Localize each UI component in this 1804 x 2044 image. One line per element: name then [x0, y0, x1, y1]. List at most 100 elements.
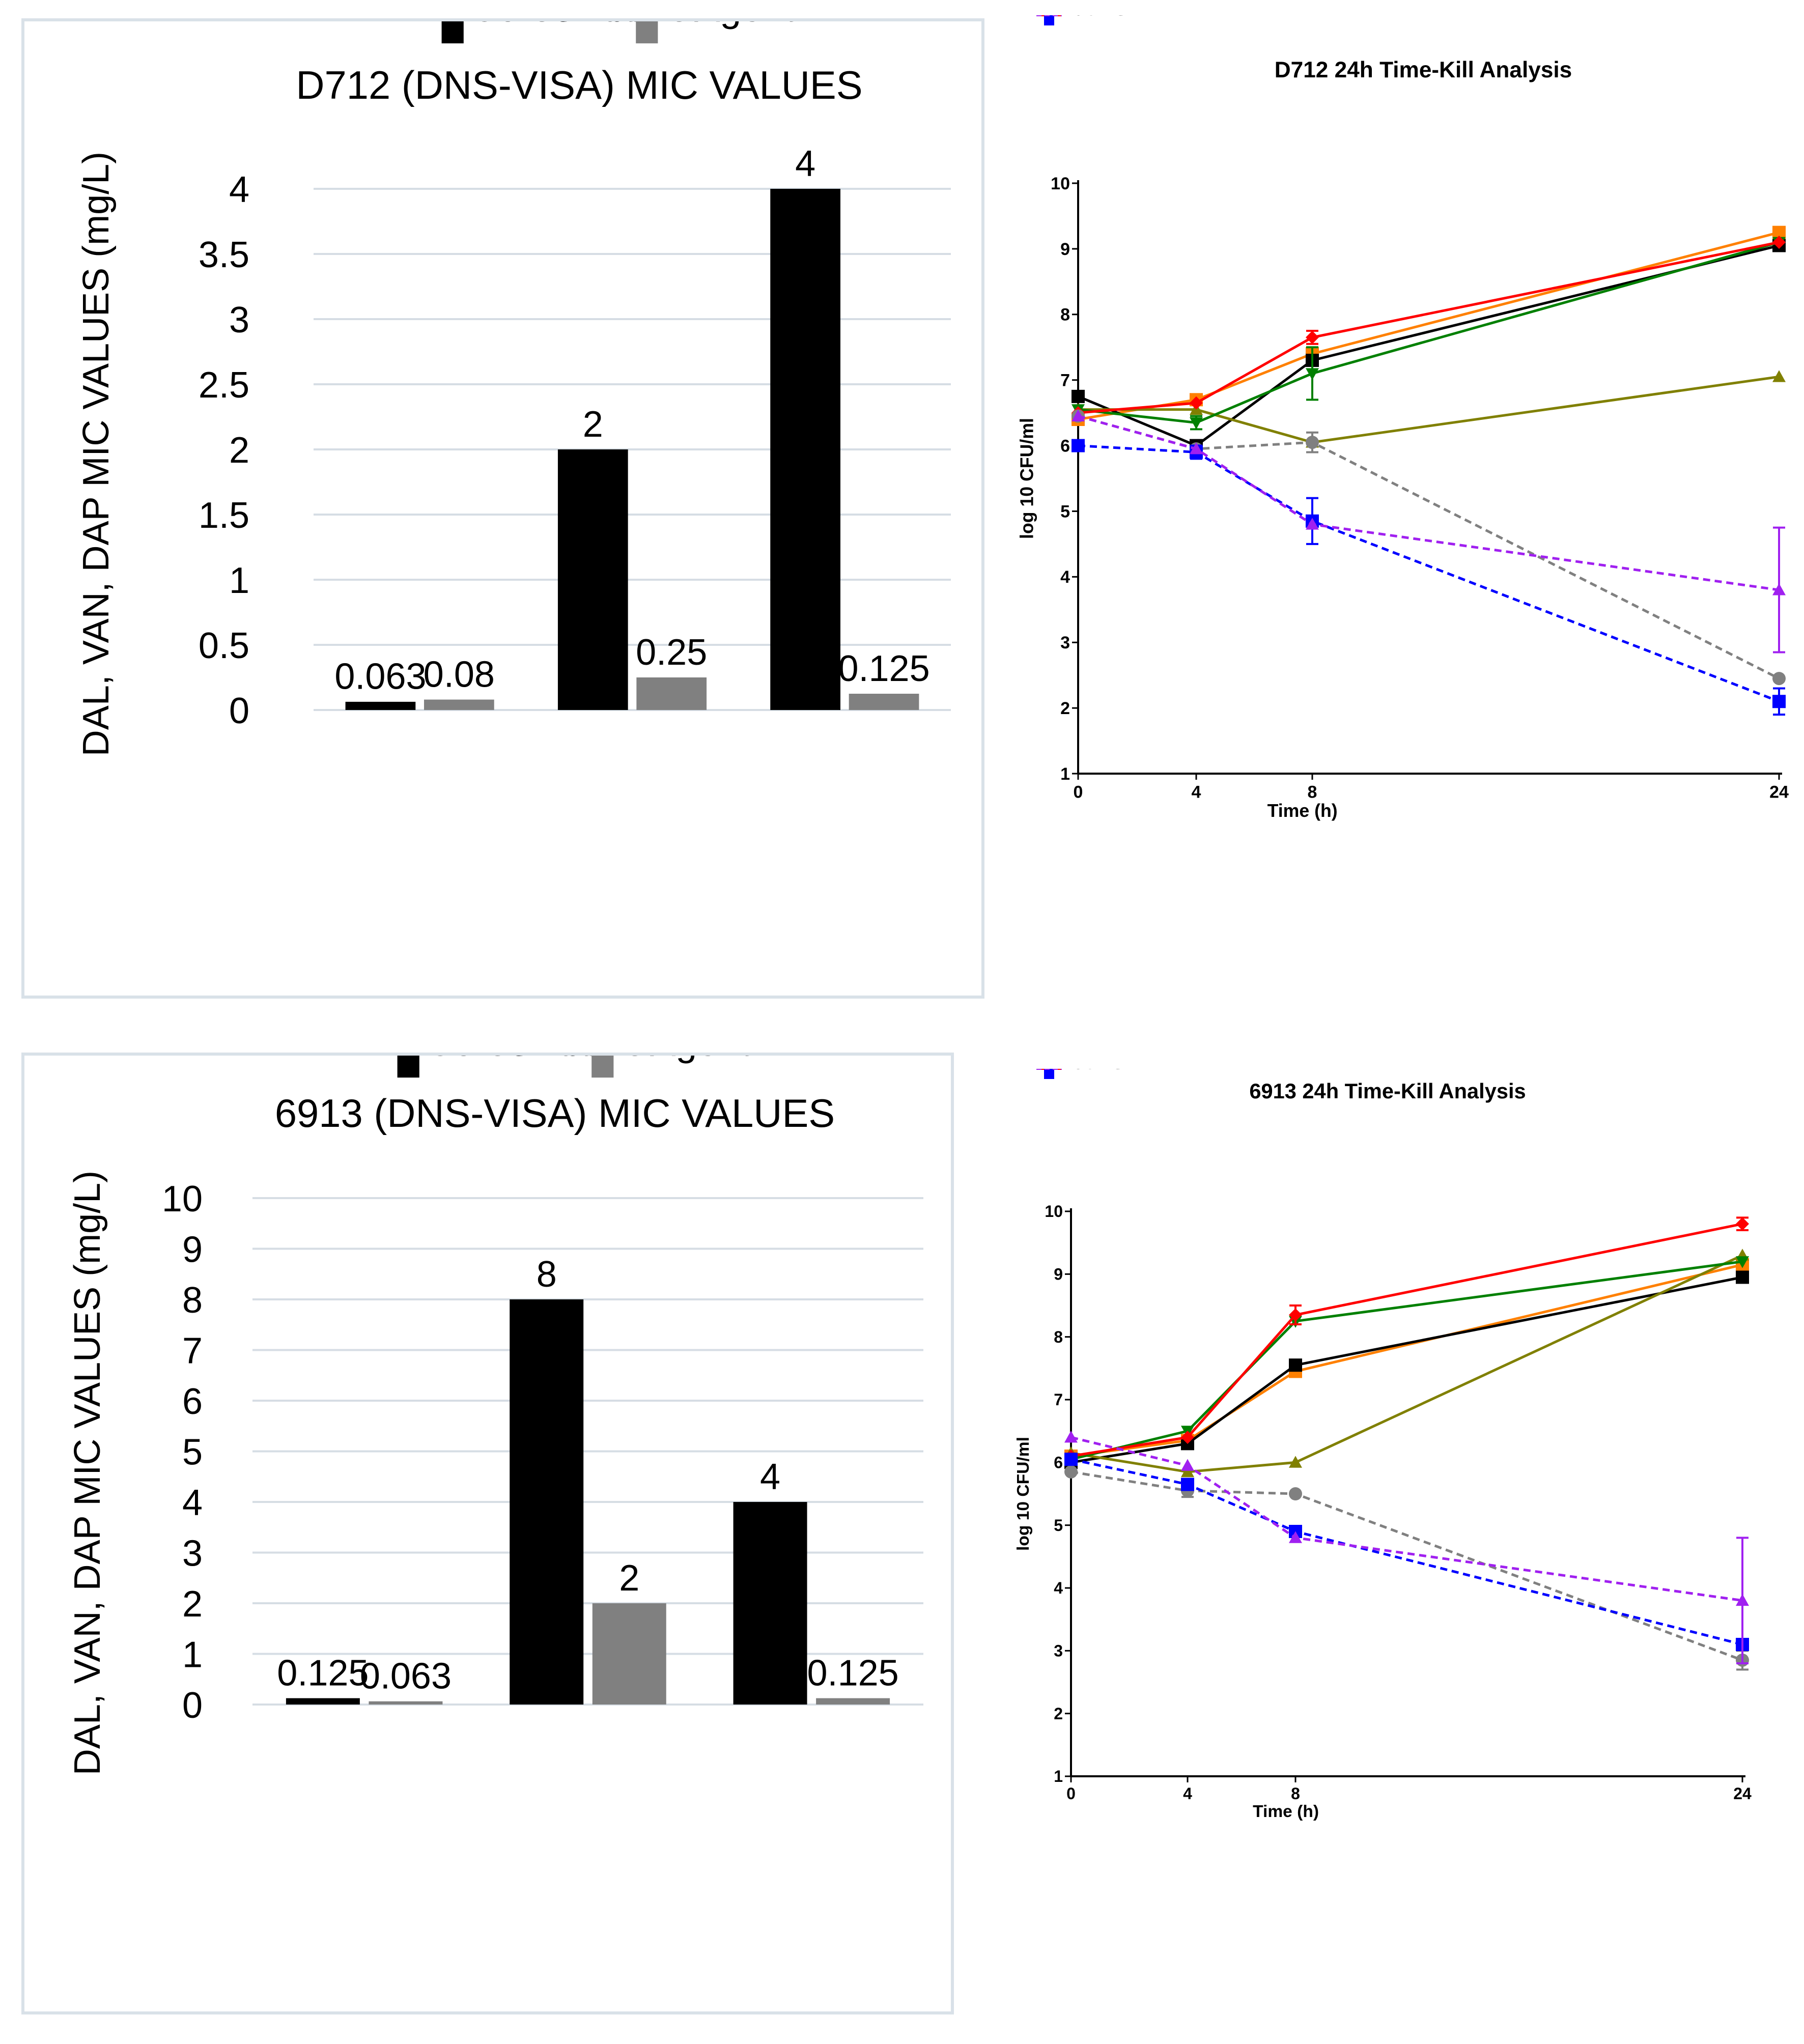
bar — [369, 1701, 443, 1705]
x-tick-label: 0 — [1066, 1784, 1076, 1803]
data-point — [1190, 442, 1203, 455]
data-label: 0.125 — [277, 1653, 369, 1693]
timekill-chart-6913: 6913 24h Time-Kill Analysis 1 2 3 4 5 6 7 8 9 10 0 4… — [1014, 1055, 1752, 1821]
y-tick-label: 7 — [1060, 371, 1070, 390]
bar — [770, 189, 840, 710]
y-tick-label: 10 — [1045, 1202, 1063, 1220]
y-axis-label: DAL, VAN, DAP MIC VALUES (mg/L) — [67, 1171, 108, 1775]
data-point — [1736, 1217, 1749, 1231]
y-tick-label: 6 — [182, 1381, 203, 1422]
bar — [286, 1698, 360, 1705]
y-tick-label: 5 — [182, 1432, 203, 1472]
series-line — [1070, 1223, 1743, 1458]
y-tick-label: 7 — [1054, 1390, 1063, 1409]
bar — [849, 694, 919, 710]
y-tick-label: 2 — [229, 430, 249, 471]
y-tick-label: 2 — [1054, 1705, 1063, 1723]
timekill-chart-6913-panel: 6913 24h Time-Kill Analysis 1 2 3 4 5 6 7 8 9 10 0 4… — [996, 1055, 1804, 2041]
y-tick-label: 2.5 — [199, 365, 249, 406]
bar — [345, 701, 416, 710]
data-point — [1181, 1459, 1194, 1471]
data-point — [1072, 409, 1085, 421]
y-tick-label: 4 — [1060, 567, 1070, 587]
y-tick-label: 0 — [182, 1685, 203, 1726]
mic-chart-6913-panel: 6913 (DNS-VISA) MIC VALUES 0 1 2 3 4 5 6 7 8 9 10 DA… — [21, 1021, 954, 2014]
y-tick-label: 0 — [229, 691, 249, 731]
series-line — [1070, 1470, 1743, 1662]
data-point — [1289, 1358, 1302, 1372]
legend-label: DAP+CFZ — [1072, 15, 1147, 19]
bar — [510, 1299, 584, 1705]
x-axis-label: Time (h) — [1253, 1802, 1319, 1821]
y-tick-label: 8 — [1054, 1328, 1063, 1346]
data-point — [1772, 370, 1786, 382]
data-point — [1289, 1308, 1302, 1322]
legend-swatch — [636, 21, 658, 44]
y-tick-label: 3 — [182, 1533, 203, 1574]
data-label: 0.25 — [636, 632, 707, 673]
y-tick-label: 6 — [1054, 1454, 1063, 1472]
bar — [816, 1698, 890, 1705]
data-point — [1306, 368, 1319, 380]
y-tick-label: 4 — [229, 169, 249, 210]
y-tick-label: 3 — [1060, 633, 1070, 652]
series-line — [1078, 375, 1780, 444]
x-tick-label: DAP — [807, 21, 882, 30]
mic-chart-6913: 6913 (DNS-VISA) MIC VALUES 0 1 2 3 4 5 6 7 8 9 10 DA… — [67, 1021, 923, 1775]
data-label: 0.125 — [838, 648, 929, 689]
data-point — [1772, 236, 1786, 249]
data-point — [1190, 396, 1203, 410]
y-tick-label: 1 — [229, 560, 249, 601]
y-tick-label: 3 — [1054, 1642, 1063, 1660]
data-point — [1306, 330, 1319, 344]
y-axis-label: log 10 CFU/ml — [1017, 418, 1037, 539]
series-line — [1070, 1458, 1743, 1646]
legend-marker — [1044, 1069, 1054, 1079]
series-line — [1078, 241, 1780, 424]
x-tick-label: 4 — [1183, 1784, 1192, 1803]
data-point — [1772, 695, 1786, 708]
data-point — [1064, 1453, 1078, 1466]
y-tick-label: 6 — [1060, 436, 1070, 456]
data-label: 0.08 — [424, 654, 495, 695]
bar — [733, 1502, 807, 1705]
y-tick-label: 4 — [182, 1483, 203, 1523]
data-point — [1306, 518, 1319, 530]
legend-marker — [1044, 15, 1054, 25]
y-tick-label: 9 — [1054, 1265, 1063, 1284]
data-label: 2 — [583, 404, 603, 445]
y-tick-label: 1 — [1054, 1767, 1063, 1785]
y-tick-label: 0.5 — [199, 626, 249, 666]
data-point — [1064, 1431, 1078, 1443]
series-line — [1078, 244, 1780, 447]
legend-label: DAP+CFZ — [1072, 1069, 1143, 1072]
x-tick-label: 24 — [1769, 783, 1789, 802]
bar — [557, 449, 628, 710]
mic-chart-d712-panel: D712 (DNS-VISA) MIC VALUES 0 0.5 1 1.5 2 2.5 3 3… — [21, 0, 984, 999]
data-point — [1181, 1465, 1194, 1478]
series-line — [1070, 1254, 1743, 1473]
data-point — [1736, 1594, 1749, 1606]
x-tick-label: 8 — [1308, 783, 1317, 802]
data-label: 4 — [760, 1457, 780, 1497]
y-tick-label: 8 — [182, 1280, 203, 1321]
y-tick-label: 3 — [229, 300, 249, 340]
chart-title: D712 (DNS-VISA) MIC VALUES — [296, 64, 862, 107]
x-tick-label: 4 — [1192, 783, 1201, 802]
timekill-chart-d712: D712 24h Time-Kill Analysis 1 2 3 4 5 6 7 8 9 10 0 4… — [1017, 1, 1789, 821]
data-label: 2 — [619, 1558, 639, 1599]
y-tick-label: 10 — [162, 1179, 203, 1219]
data-label: 8 — [537, 1254, 557, 1295]
chart-title: D712 24h Time-Kill Analysis — [1275, 58, 1572, 82]
chart-title: 6913 (DNS-VISA) MIC VALUES — [275, 1092, 835, 1135]
legend-swatch — [397, 1056, 419, 1078]
y-axis-label: log 10 CFU/ml — [1014, 1437, 1033, 1551]
data-point — [1289, 1456, 1302, 1468]
timekill-chart-d712-panel: D712 24h Time-Kill Analysis 1 2 3 4 5 6 7 8 9 10 0 4… — [996, 1, 1804, 1056]
data-point — [1072, 439, 1085, 452]
legend-swatch — [591, 1056, 614, 1078]
data-label: 0.063 — [360, 1656, 452, 1697]
legend-label: CFZ — [621, 1056, 692, 1064]
bar — [592, 1603, 666, 1705]
data-point — [1736, 1256, 1749, 1268]
